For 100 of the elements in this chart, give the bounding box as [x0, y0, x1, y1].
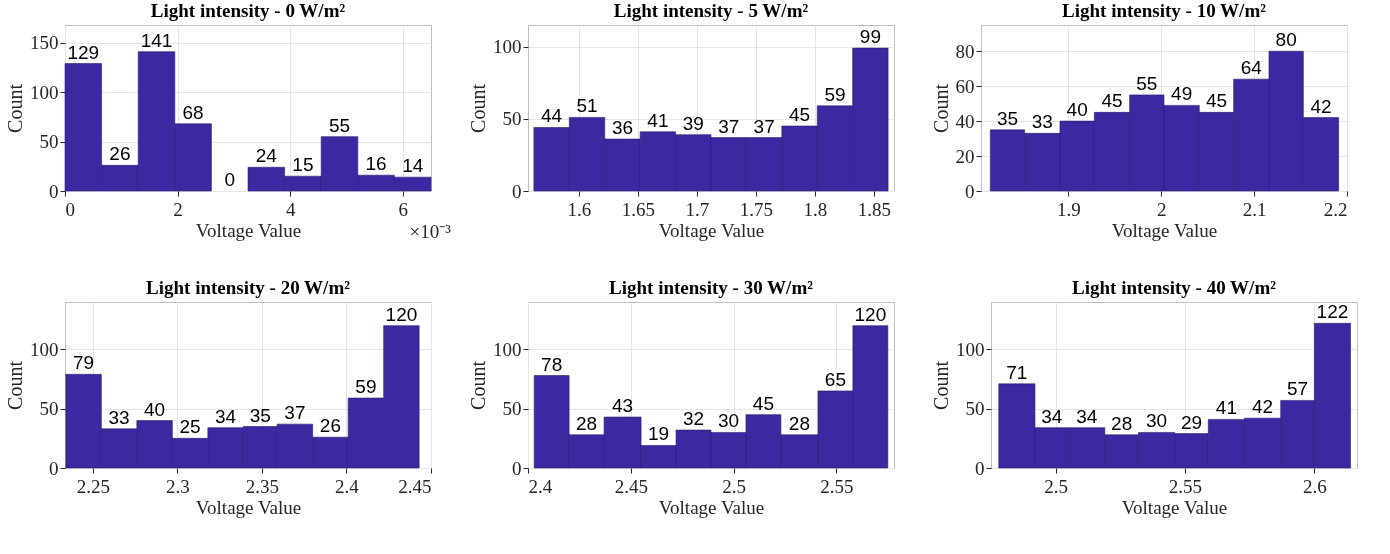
y-tick-label: 50: [39, 398, 59, 420]
data-label: 26: [319, 415, 341, 437]
y-axis-title: Count: [4, 360, 26, 410]
data-label: 120: [385, 303, 418, 325]
data-label: 30: [717, 410, 740, 432]
data-label: 28: [788, 412, 810, 434]
data-label: 55: [328, 114, 351, 136]
data-label: 14: [402, 155, 424, 177]
data-label: 37: [753, 115, 775, 137]
x-tick-label: 1.6: [567, 198, 592, 220]
data-label: 36: [611, 117, 634, 139]
y-tick-label: 100: [30, 338, 59, 360]
data-label: 24: [255, 145, 278, 167]
data-label: 40: [144, 398, 166, 420]
data-label: 129: [67, 41, 100, 63]
y-tick-label: 150: [30, 32, 59, 54]
data-label: 45: [1205, 90, 1228, 112]
chart-title: Light intensity - 30 W/m²: [609, 277, 814, 298]
data-label: 78: [541, 353, 563, 375]
x-tick-label: 2.6: [1302, 475, 1327, 497]
x-axis-title: Voltage Value: [1121, 496, 1228, 518]
y-tick-label: 100: [493, 36, 522, 58]
data-label: 26: [109, 143, 131, 165]
y-tick-label: 50: [502, 398, 522, 420]
data-label: 42: [1310, 95, 1332, 117]
data-label: 49: [1171, 83, 1193, 105]
y-axis-title: Count: [930, 360, 952, 410]
data-label: 59: [824, 83, 846, 105]
x-axis-title: Voltage Value: [195, 496, 302, 518]
data-label: 34: [1076, 405, 1098, 427]
data-label: 68: [182, 101, 204, 123]
data-label: 41: [1215, 397, 1237, 419]
x-tick-label: 2.45: [398, 475, 432, 497]
data-label: 43: [612, 395, 634, 417]
y-tick-label: 100: [956, 338, 985, 360]
x-tick-label: 1.7: [685, 198, 710, 220]
chart-title: Light intensity - 5 W/m²: [613, 0, 809, 21]
y-tick-label: 0: [49, 457, 59, 479]
x-tick-label: 2: [1156, 198, 1167, 220]
x-axis-title: Voltage Value: [658, 219, 765, 241]
data-label: 59: [355, 376, 377, 398]
x-tick-label: 2.5: [722, 475, 746, 497]
y-tick-label: 60: [955, 75, 975, 97]
y-tick-label: 40: [955, 110, 975, 132]
y-axis-title: Count: [467, 83, 489, 133]
data-label: 141: [140, 29, 173, 51]
data-label: 45: [752, 392, 774, 414]
data-label: 57: [1286, 378, 1309, 400]
y-axis-title: Count: [929, 83, 952, 133]
x-tick-label: 2.55: [820, 475, 854, 497]
x-tick-label: 2.2: [1323, 198, 1348, 220]
y-tick-label: 0: [512, 180, 522, 202]
y-axis-title: Count: [467, 360, 489, 410]
x-tick-label: 4: [285, 198, 296, 220]
x-tick-label: 2.3: [166, 475, 190, 497]
data-label: 55: [1136, 72, 1158, 94]
data-label: 45: [788, 104, 811, 126]
data-label: 34: [215, 405, 237, 427]
data-label: 99: [859, 26, 881, 48]
data-label: 79: [73, 352, 95, 374]
data-label: 42: [1252, 396, 1274, 418]
data-label: 120: [854, 303, 887, 325]
data-label: 71: [1006, 361, 1028, 383]
y-tick-label: 50: [502, 108, 522, 130]
data-label: 15: [292, 154, 314, 176]
y-tick-label: 80: [955, 40, 975, 62]
text: ×10⁻³: [409, 221, 452, 242]
x-tick-label: 2.1: [1242, 198, 1267, 220]
data-label: 40: [1066, 99, 1088, 121]
x-tick-label: 2.25: [76, 475, 111, 497]
y-tick-label: 0: [965, 180, 975, 202]
data-label: 37: [718, 115, 740, 137]
data-label: 80: [1275, 29, 1297, 51]
data-label: 19: [648, 423, 670, 445]
chart-title: Light intensity - 0 W/m²: [150, 0, 346, 21]
x-tick-label: 1.65: [621, 198, 655, 220]
data-label: 25: [179, 416, 201, 438]
y-tick-label: 0: [512, 457, 522, 479]
x-tick-label: 1.75: [739, 198, 773, 220]
data-label: 37: [284, 402, 306, 424]
chart-title: Light intensity - 40 W/m²: [1072, 277, 1277, 298]
y-axis-title: Count: [4, 83, 26, 133]
y-tick-label: 0: [49, 180, 59, 202]
y-tick-label: 20: [955, 145, 975, 167]
data-label: 29: [1180, 411, 1203, 433]
data-label: 0: [224, 169, 235, 190]
x-tick-label: 2.45: [614, 475, 648, 497]
y-tick-label: 100: [493, 338, 522, 360]
data-label: 33: [108, 406, 130, 428]
data-label: 28: [576, 412, 598, 434]
y-tick-label: 0: [975, 457, 985, 479]
x-axis-title: Voltage Value: [195, 219, 302, 241]
data-label: 122: [1316, 301, 1349, 323]
data-label: 41: [647, 109, 669, 131]
y-tick-label: 50: [39, 131, 59, 153]
y-tick-label: 50: [965, 398, 985, 420]
x-tick-label: 2.5: [1044, 475, 1069, 497]
data-label: 51: [576, 95, 598, 117]
data-label: 44: [541, 105, 563, 127]
data-label: 34: [1041, 405, 1063, 427]
